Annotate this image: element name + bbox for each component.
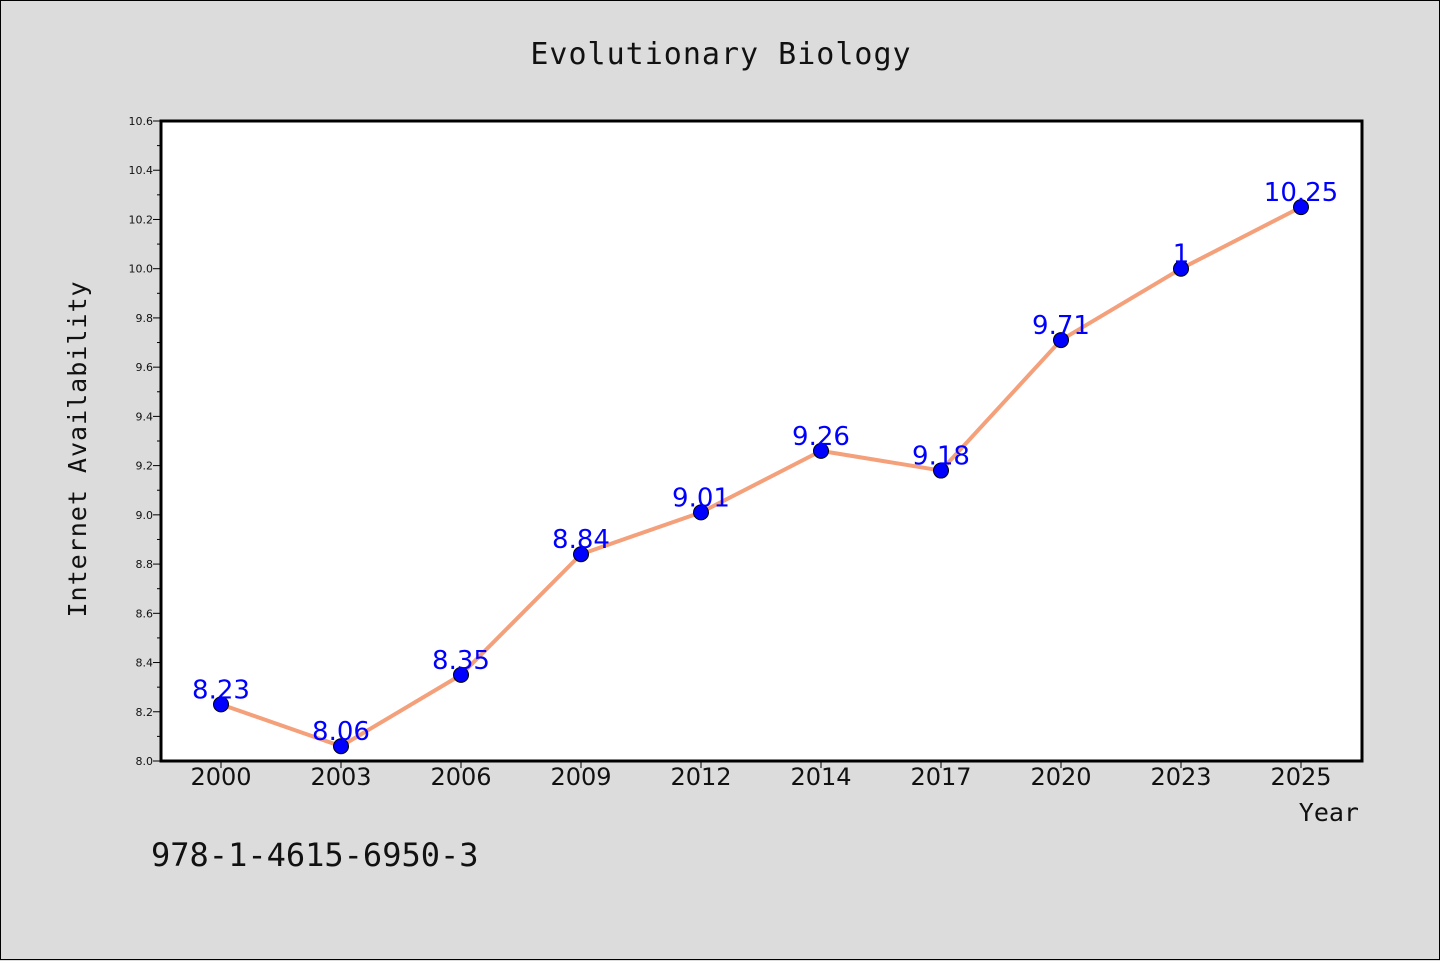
data-label: 9.18 — [912, 442, 970, 472]
data-label: 8.06 — [312, 717, 370, 747]
y-axis-label: Internet Availability — [63, 280, 92, 617]
x-tick-label: 2014 — [790, 763, 851, 791]
y-tick-label: 9.0 — [136, 509, 154, 522]
data-point — [333, 738, 349, 755]
series-layer: 8.23 8.06 8.35 8.84 9.01 9.26 9.18 9.71 1 10.25 — [192, 178, 1338, 755]
data-point — [1293, 199, 1309, 216]
plot-area — [161, 121, 1362, 761]
x-tick-label: 2012 — [670, 763, 731, 791]
y-tick-label: 9.2 — [136, 460, 154, 473]
x-tick-label: 2009 — [550, 763, 611, 791]
y-tick-label: 10.4 — [129, 164, 154, 177]
y-tick-label: 10.6 — [129, 115, 154, 128]
y-tick-label: 9.6 — [136, 361, 154, 374]
data-label: 8.35 — [432, 646, 490, 676]
y-tick-label: 8.6 — [136, 607, 154, 620]
data-point — [573, 546, 589, 563]
plot-border — [159, 119, 1364, 763]
y-axis-ticks: 8.0 8.2 8.4 8.6 8.8 9.0 9.2 9.4 9.6 9.8 10.0 10.2 10… — [129, 115, 161, 768]
x-tick-label: 2023 — [1150, 763, 1211, 791]
y-tick-label: 8.2 — [136, 706, 154, 719]
data-point — [813, 442, 829, 459]
data-label: 9.71 — [1032, 311, 1090, 341]
data-label: 9.01 — [672, 483, 730, 513]
x-axis-ticks: 2000 2003 2006 2009 2012 2014 2017 2020 2023 2025 — [190, 761, 1332, 791]
series-line — [220, 205, 1302, 749]
y-tick-label: 10.0 — [129, 263, 154, 276]
y-tick-label: 8.4 — [136, 657, 154, 670]
x-tick-label: 2017 — [910, 763, 971, 791]
data-point — [453, 666, 469, 683]
y-tick-label: 8.0 — [136, 755, 154, 768]
y-tick-label: 9.4 — [136, 410, 154, 423]
x-axis-label: Year — [1299, 798, 1359, 827]
chart-title: Evolutionary Biology — [530, 37, 911, 72]
y-tick-label: 10.2 — [129, 213, 154, 226]
data-point — [933, 462, 949, 479]
x-tick-label: 2000 — [190, 763, 251, 791]
data-label: 8.84 — [552, 525, 610, 555]
x-tick-label: 2020 — [1030, 763, 1091, 791]
data-point — [213, 696, 229, 713]
y-tick-label: 8.8 — [136, 558, 154, 571]
isbn-text: 978-1-4615-6950-3 — [151, 836, 479, 874]
data-label: 1 — [1173, 240, 1190, 270]
data-point — [1053, 332, 1069, 349]
x-tick-label: 2006 — [430, 763, 491, 791]
data-label: 8.23 — [192, 675, 250, 705]
data-label: 10.25 — [1264, 178, 1338, 208]
data-point — [693, 504, 709, 521]
x-tick-label: 2025 — [1270, 763, 1331, 791]
data-point — [1173, 260, 1189, 277]
x-tick-label: 2003 — [310, 763, 371, 791]
y-tick-label: 9.8 — [136, 312, 154, 325]
data-label: 9.26 — [792, 422, 850, 452]
